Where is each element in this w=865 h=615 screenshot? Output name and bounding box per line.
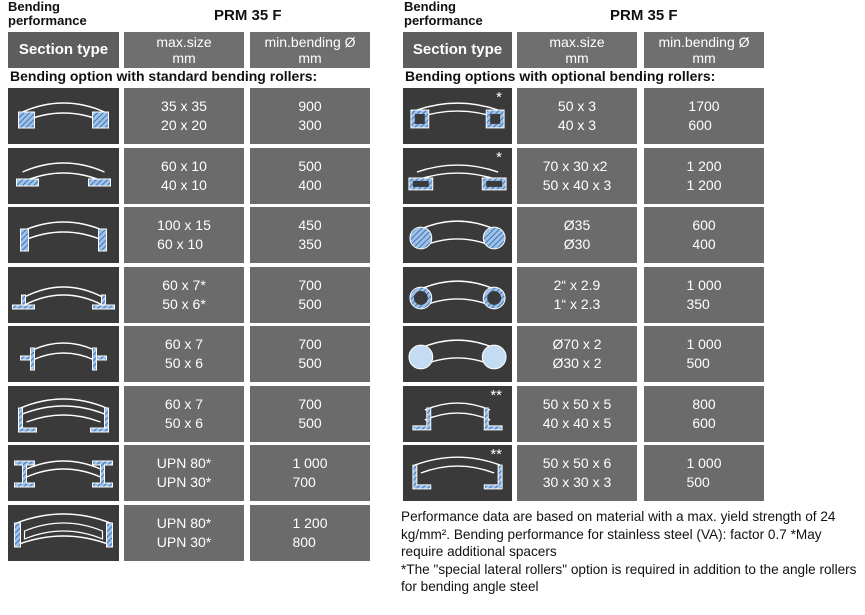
square-hollow-icon: * [403,88,512,144]
min-bending-cell: 450 350 [250,207,370,263]
table-row: ** 50 x 50 x 5 40 x 40 x 5 800 600 [0,385,865,442]
channel-inward-icon [8,504,119,561]
flat-bar-edge-icon [8,207,119,263]
footnote-marker: * [496,89,502,106]
min-bending-cell: 900 300 [250,88,370,144]
min-bending-cell: 1 200 800 [250,504,370,561]
min-bending-cell: 700 500 [250,266,370,323]
model-title: PRM 35 F [610,7,678,24]
rect-hollow-icon: * [403,147,512,204]
max-size-cell: 50 x 50 x 6 30 x 30 x 3 [517,445,637,501]
min-bending-cell: 1 000 700 [250,445,370,501]
subtitle: Bending options with optional bending ro… [405,68,716,84]
max-size-cell: 50 x 3 40 x 3 [517,88,637,144]
min-bending-cell: 800 600 [644,385,764,442]
angle-outward-icon: ** [403,385,512,442]
flat-bar-icon [8,147,119,204]
performance-label: Bending performance [8,0,87,28]
max-size-cell: 60 x 7 50 x 6 [124,385,244,442]
header-section-type: Section type [403,32,512,68]
min-bending-cell: 1 000 500 [644,326,764,382]
max-size-cell: Ø70 x 2 Ø30 x 2 [517,326,637,382]
min-bending-cell: 600 400 [644,207,764,263]
max-size-cell: 60 x 10 40 x 10 [124,147,244,204]
max-size-cell: 35 x 35 20 x 20 [124,88,244,144]
header-max-size: max.size mm [517,32,637,68]
footnote-marker: ** [490,386,502,404]
table-row: 2“ x 2.9 1“ x 2.3 1 000 350 [0,266,865,323]
table-row: 60 x 7* 50 x 6* 700 500 [0,266,865,323]
max-size-cell: UPN 80* UPN 30* [124,504,244,561]
tee-flange-icon [8,385,119,442]
table-row: UPN 80* UPN 30* 1 000 700 [0,445,865,501]
max-size-cell: 60 x 7* 50 x 6* [124,266,244,323]
tee-outward-icon [8,266,119,323]
table-row: UPN 80* UPN 30* 1 200 800 [0,504,865,561]
channel-outward-icon [8,445,119,501]
max-size-cell: 70 x 30 x2 50 x 40 x 3 [517,147,637,204]
table-row: 60 x 7 50 x 6 700 500 [0,326,865,382]
min-bending-cell: 1 000 350 [644,266,764,323]
min-bending-cell: 1 000 500 [644,445,764,501]
header-min-bending: min.bending Ø mm [644,32,764,68]
max-size-cell: Ø35 Ø30 [517,207,637,263]
max-size-cell: 2“ x 2.9 1“ x 2.3 [517,266,637,323]
angle-inward-icon: ** [403,445,512,501]
table-row: 60 x 7 50 x 6 700 500 [0,385,865,442]
performance-label: Bending performance [404,0,483,28]
header-max-size: max.size mm [124,32,244,68]
footnote-marker: ** [490,446,502,463]
footnote-text: Performance data are based on material w… [401,509,857,594]
footnote-marker: * [496,148,502,166]
round-bar-icon [403,207,512,263]
table-row: * 50 x 3 40 x 3 1700 600 [0,88,865,144]
min-bending-cell: 1700 600 [644,88,764,144]
tee-inward-icon [8,326,119,382]
table-row: 60 x 10 40 x 10 500 400 [0,147,865,204]
max-size-cell: 50 x 50 x 5 40 x 40 x 5 [517,385,637,442]
square-tube-icon [8,88,119,144]
tube-icon [403,326,512,382]
min-bending-cell: 1 200 1 200 [644,147,764,204]
subtitle: Bending option with standard bending rol… [10,68,318,84]
min-bending-cell: 700 500 [250,326,370,382]
max-size-cell: UPN 80* UPN 30* [124,445,244,501]
min-bending-cell: 700 500 [250,385,370,442]
header-min-bending: min.bending Ø mm [250,32,370,68]
table-row: Ø35 Ø30 600 400 [0,207,865,263]
max-size-cell: 60 x 7 50 x 6 [124,326,244,382]
model-title: PRM 35 F [214,7,282,24]
min-bending-cell: 500 400 [250,147,370,204]
table-row: 100 x 15 60 x 10 450 350 [0,207,865,263]
pipe-icon [403,266,512,323]
header-section-type: Section type [8,32,119,68]
max-size-cell: 100 x 15 60 x 10 [124,207,244,263]
table-row: 35 x 35 20 x 20 900 300 [0,88,865,144]
